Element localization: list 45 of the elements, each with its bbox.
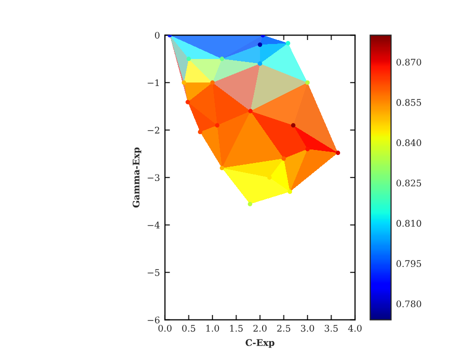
point (258, 61, 262, 66)
color-bar-label: 0.855 (396, 99, 422, 106)
x-tick-label: 4.0 (348, 324, 362, 332)
color-bar-label: 0.780 (396, 300, 422, 308)
x-tick-label: 3.5 (324, 324, 338, 332)
x-tick-label: 0.5 (182, 324, 196, 332)
point (182, 80, 186, 85)
x-tick-label: 2.5 (277, 324, 290, 332)
point (336, 150, 340, 156)
point (248, 108, 253, 114)
point (258, 42, 262, 47)
point (305, 80, 310, 85)
point (220, 166, 224, 170)
point (215, 123, 220, 128)
point (186, 100, 190, 104)
y-tick-label: −4 (148, 222, 160, 228)
x-tick-label: 2.0 (253, 324, 267, 332)
point (282, 156, 286, 161)
y-axis-title: Gamma-Exp (132, 147, 142, 208)
point (220, 56, 224, 62)
color-bar-label: 0.795 (396, 260, 422, 268)
x-axis-title: C-Exp (246, 339, 274, 348)
point (210, 80, 215, 85)
point (288, 190, 292, 194)
point (291, 123, 296, 128)
x-tick-label: 3.0 (301, 324, 314, 332)
color-bar-label: 0.825 (396, 180, 422, 186)
point (286, 41, 290, 46)
y-tick-label: −3 (148, 174, 160, 182)
y-tick-label: −5 (148, 269, 160, 276)
x-tick-label: 1.0 (206, 324, 220, 332)
y-tick-label: −6 (148, 316, 160, 324)
point (248, 202, 252, 206)
point (305, 146, 310, 152)
y-tick-label: −2 (148, 126, 160, 134)
point (198, 130, 202, 134)
color-bar-label: 0.810 (396, 220, 422, 227)
color-bar-label: 0.840 (396, 139, 422, 146)
x-tick-label: 0.0 (158, 324, 172, 332)
y-tick-label: −1 (148, 79, 159, 86)
color-bar-label: 0.870 (396, 58, 422, 66)
point (267, 175, 272, 180)
y-tick-label: 0 (154, 32, 160, 39)
point (186, 56, 191, 62)
x-tick-label: 1.5 (230, 324, 243, 332)
